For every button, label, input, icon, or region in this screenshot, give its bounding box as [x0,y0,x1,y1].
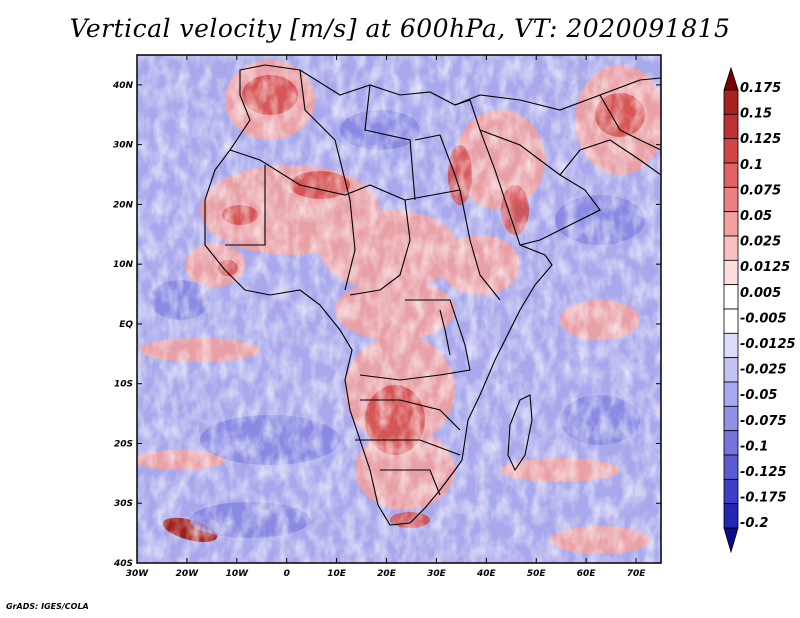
map-frame [136,54,662,564]
colorbar-label: -0.175 [740,491,787,506]
colorbar-swatch [723,332,739,359]
colorbar-label: 0.05 [740,209,772,224]
colorbar-swatch [723,405,739,432]
lat-tick-label: 30S [114,499,133,509]
colorbar-top-arrow [723,66,739,91]
colorbar-label: -0.025 [740,363,787,378]
colorbar-label: -0.05 [740,388,777,403]
lon-tick-label: 30W [126,569,150,579]
lon-tick-label: 20W [176,569,200,579]
lat-tick-label: EQ [119,320,133,330]
colorbar-swatch [723,211,739,237]
lat-tick-label: 20S [114,439,133,449]
colorbar-swatch [723,235,739,261]
colorbar: 0.175 0.15 0.125 0.1 0.075 0.05 0.025 0.0125 0.0… [723,66,796,554]
colorbar-swatch [723,503,739,529]
colorbar-label: 0.025 [740,235,781,250]
colorbar-swatch [723,259,739,286]
colorbar-swatch [723,113,739,140]
colorbar-label: -0.0125 [740,337,796,352]
lat-tick-label: 10S [114,380,133,390]
grads-credit: GrADS: IGES/COLA [6,602,89,611]
colorbar-swatch [723,162,739,188]
colorbar-swatch [723,89,739,115]
colorbar-swatch [723,357,739,383]
colorbar-swatch [723,138,739,164]
lat-tick-label: 10N [113,260,134,270]
lon-tick-label: 60E [577,569,597,579]
lon-tick-label: 50E [527,569,547,579]
colorbar-swatch [723,454,739,480]
lat-tick-label: 30N [113,141,134,151]
colorbar-label: -0.005 [740,311,787,326]
colorbar-swatch [723,308,739,334]
colorbar-label: -0.1 [740,439,768,454]
colorbar-label: 0.15 [740,107,772,122]
colorbar-swatch [723,478,739,505]
lon-tick-group: 30W 20W 10W 0 10E 20E 30E 40E 50E 60E 70E [126,55,646,579]
lon-tick-label: 20E [377,569,397,579]
colorbar-label: -0.125 [740,465,787,480]
colorbar-label: 0.1 [740,158,763,173]
colorbar-swatch [723,381,739,407]
lon-tick-label: 10E [327,569,347,579]
lon-tick-label: 10W [226,569,250,579]
colorbar-swatch [723,430,739,456]
lat-tick-label: 20N [113,200,134,210]
lat-tick-label: 40S [113,559,133,569]
map-title: Vertical velocity [m/s] at 600hPa, VT: 2… [69,14,731,43]
lat-tick-group: 40N 30N 20N 10N EQ 10S 20S 30S 40S [112,81,661,569]
colorbar-bottom-arrow [723,527,739,554]
colorbar-label: -0.075 [740,414,787,429]
lat-tick-label: 40N [112,81,134,91]
colorbar-label: 0.0125 [740,260,790,275]
colorbar-swatch [723,186,739,213]
colorbar-label: 0.175 [740,81,781,96]
colorbar-label: -0.2 [740,516,768,531]
lon-tick-label: 30E [427,569,447,579]
lon-tick-label: 0 [284,569,290,579]
colorbar-label: 0.125 [740,132,781,147]
colorbar-label: 0.075 [740,183,781,198]
lon-tick-label: 70E [627,569,647,579]
velocity-field [137,55,661,563]
lon-tick-label: 40E [476,569,497,579]
colorbar-label: 0.005 [740,286,781,301]
colorbar-swatch [723,284,739,310]
